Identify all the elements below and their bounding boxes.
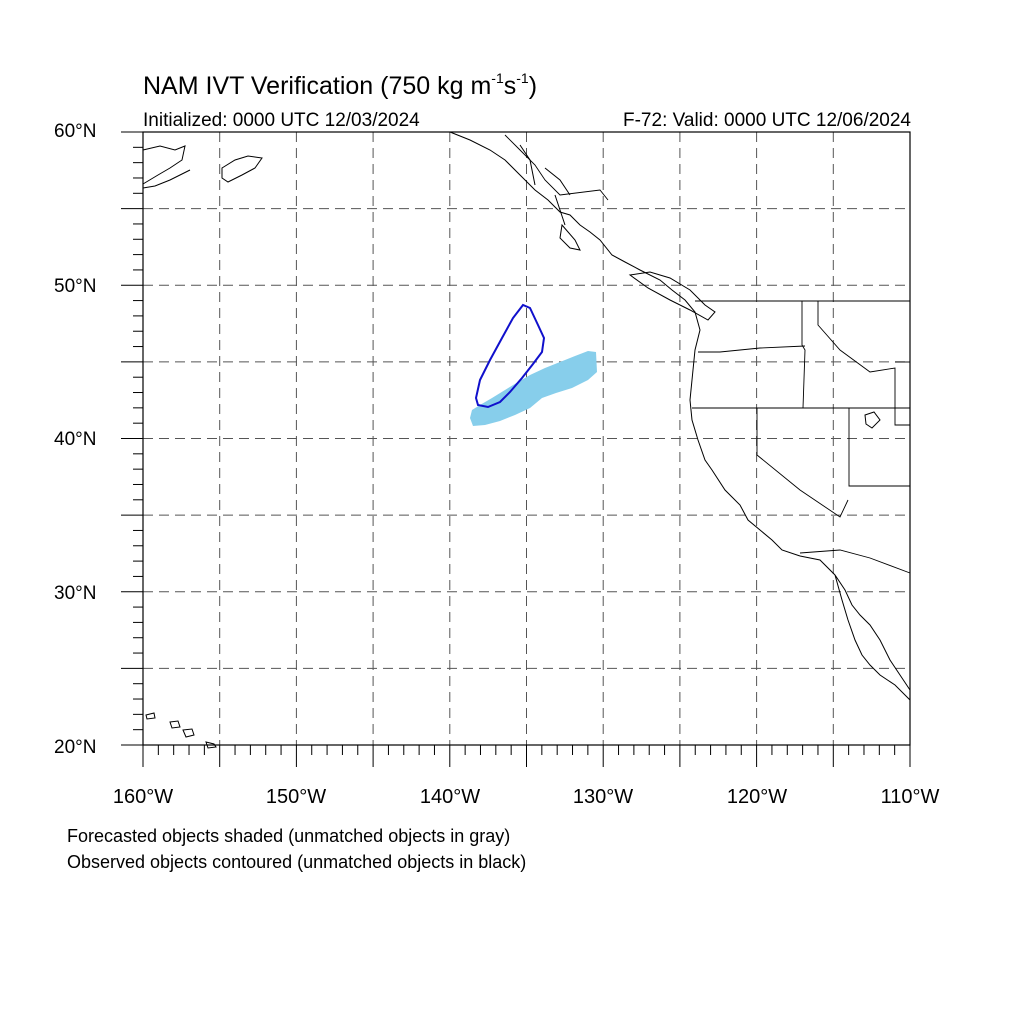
us-mexico-border [799, 549, 911, 574]
hawaii-islands [145, 712, 217, 749]
valid-time-label: F-72: Valid: 0000 UTC 12/06/2024 [623, 110, 911, 131]
lon-label-120w: 120°W [726, 786, 788, 808]
observed-object-matched [474, 303, 546, 409]
lon-label-130w: 130°W [572, 786, 634, 808]
lon-label-160w: 160°W [112, 786, 174, 808]
lat-label-30: 30°N [54, 583, 97, 604]
observed-objects [474, 303, 546, 409]
california-nevada-border [756, 408, 849, 518]
legend-forecast-note: Forecasted objects shaded (unmatched obj… [67, 826, 511, 846]
alaska-coastline [142, 145, 191, 189]
washington-oregon-border [698, 345, 806, 353]
map-title: NAM IVT Verification (750 kg m-1s-1) [143, 70, 538, 100]
kodiak-island [221, 155, 263, 183]
init-time-label: Initialized: 0000 UTC 12/03/2024 [143, 110, 420, 131]
lon-label-150w: 150°W [265, 786, 327, 808]
alaska-bc-border [504, 134, 609, 201]
graticule [143, 132, 910, 745]
lon-label-110w: 110°W [880, 786, 940, 808]
political-boundaries [504, 134, 911, 574]
forecast-objects [470, 351, 597, 426]
lat-label-20: 20°N [54, 737, 97, 758]
idaho-border [801, 301, 806, 409]
map-frame [142, 131, 911, 746]
lat-label-50: 50°N [54, 276, 97, 297]
salt-lake [864, 411, 881, 429]
lon-label-140w: 140°W [419, 786, 481, 808]
vancouver-island [628, 271, 716, 321]
lat-label-60: 60°N [54, 121, 97, 142]
axis-ticks [121, 131, 911, 767]
lat-label-40: 40°N [54, 429, 97, 450]
montana-border [817, 301, 910, 426]
bc-islands [519, 144, 581, 251]
legend-observed-note: Observed objects contoured (unmatched ob… [67, 852, 527, 872]
nevada-utah-border [848, 408, 910, 487]
baja-coastline [799, 555, 911, 701]
forecast-object-matched [470, 351, 597, 426]
gulf-alaska-coastline [275, 131, 801, 557]
